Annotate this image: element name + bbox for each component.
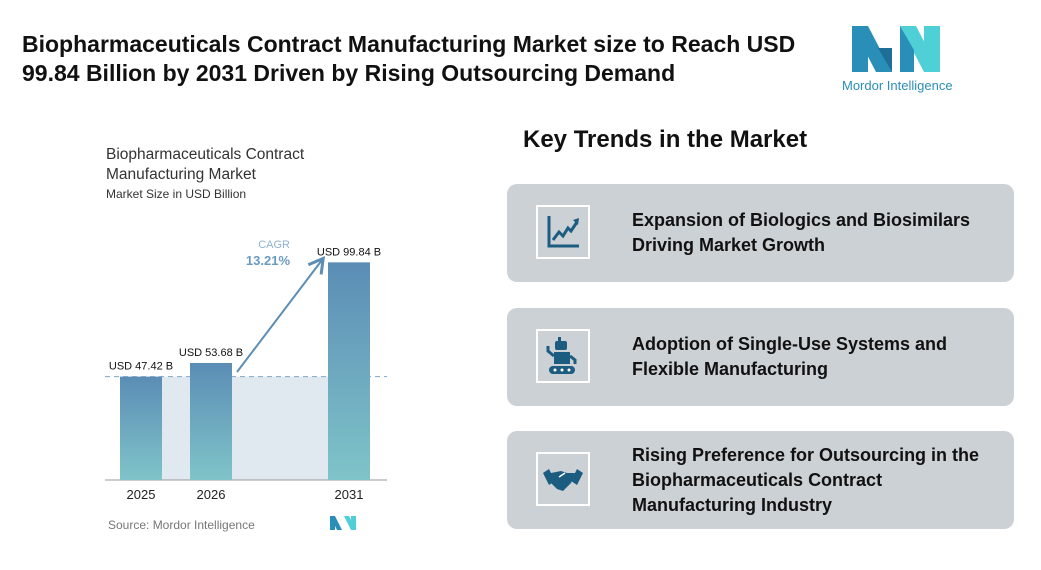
cagr-label: CAGR — [258, 239, 290, 251]
trends-title: Key Trends in the Market — [523, 126, 808, 153]
trend-card: Rising Preference for Outsourcing in the… — [507, 431, 1014, 529]
trend-text: Expansion of Biologics and Biosimilars D… — [632, 210, 971, 255]
bar-chart: USD 47.42 B 2025 USD 53.68 B 2026 USD 99.84 … — [105, 239, 387, 502]
data-label-2025: USD 47.42 B — [109, 361, 173, 373]
trend-text: Adoption of Single-Use Systems and Flexi… — [632, 334, 948, 379]
cagr-value: 13.21% — [246, 253, 291, 268]
growth-chart-icon — [536, 205, 590, 259]
chart-source: Source: Mordor Intelligence — [108, 518, 255, 532]
data-label-2031: USD 99.84 B — [317, 246, 381, 258]
x-tick-2025: 2025 — [127, 487, 156, 502]
data-label-2026: USD 53.68 B — [179, 347, 243, 359]
trend-card: Adoption of Single-Use Systems and Flexi… — [507, 308, 1014, 406]
bar-2026 — [190, 362, 232, 480]
trend-text: Rising Preference for Outsourcing in the… — [632, 444, 980, 515]
bar-2025 — [120, 376, 162, 480]
chart-title: Biopharmaceuticals Contract Manufacturin… — [106, 146, 305, 183]
page-title: Biopharmaceuticals Contract Manufacturin… — [22, 31, 796, 86]
cagr-arrow — [236, 255, 326, 373]
mordor-logo-icon — [852, 26, 940, 72]
x-tick-2026: 2026 — [197, 487, 226, 502]
x-tick-2031: 2031 — [335, 487, 364, 502]
chart-subtitle: Market Size in USD Billion — [106, 187, 247, 201]
robot-icon — [536, 329, 590, 383]
trend-card: Expansion of Biologics and Biosimilars D… — [507, 184, 1014, 282]
shaded-area — [162, 376, 328, 480]
logo-text: Mordor Intelligence — [842, 78, 953, 93]
handshake-icon — [536, 452, 590, 506]
mordor-small-logo-icon — [330, 516, 356, 530]
bar-2031 — [328, 262, 370, 480]
